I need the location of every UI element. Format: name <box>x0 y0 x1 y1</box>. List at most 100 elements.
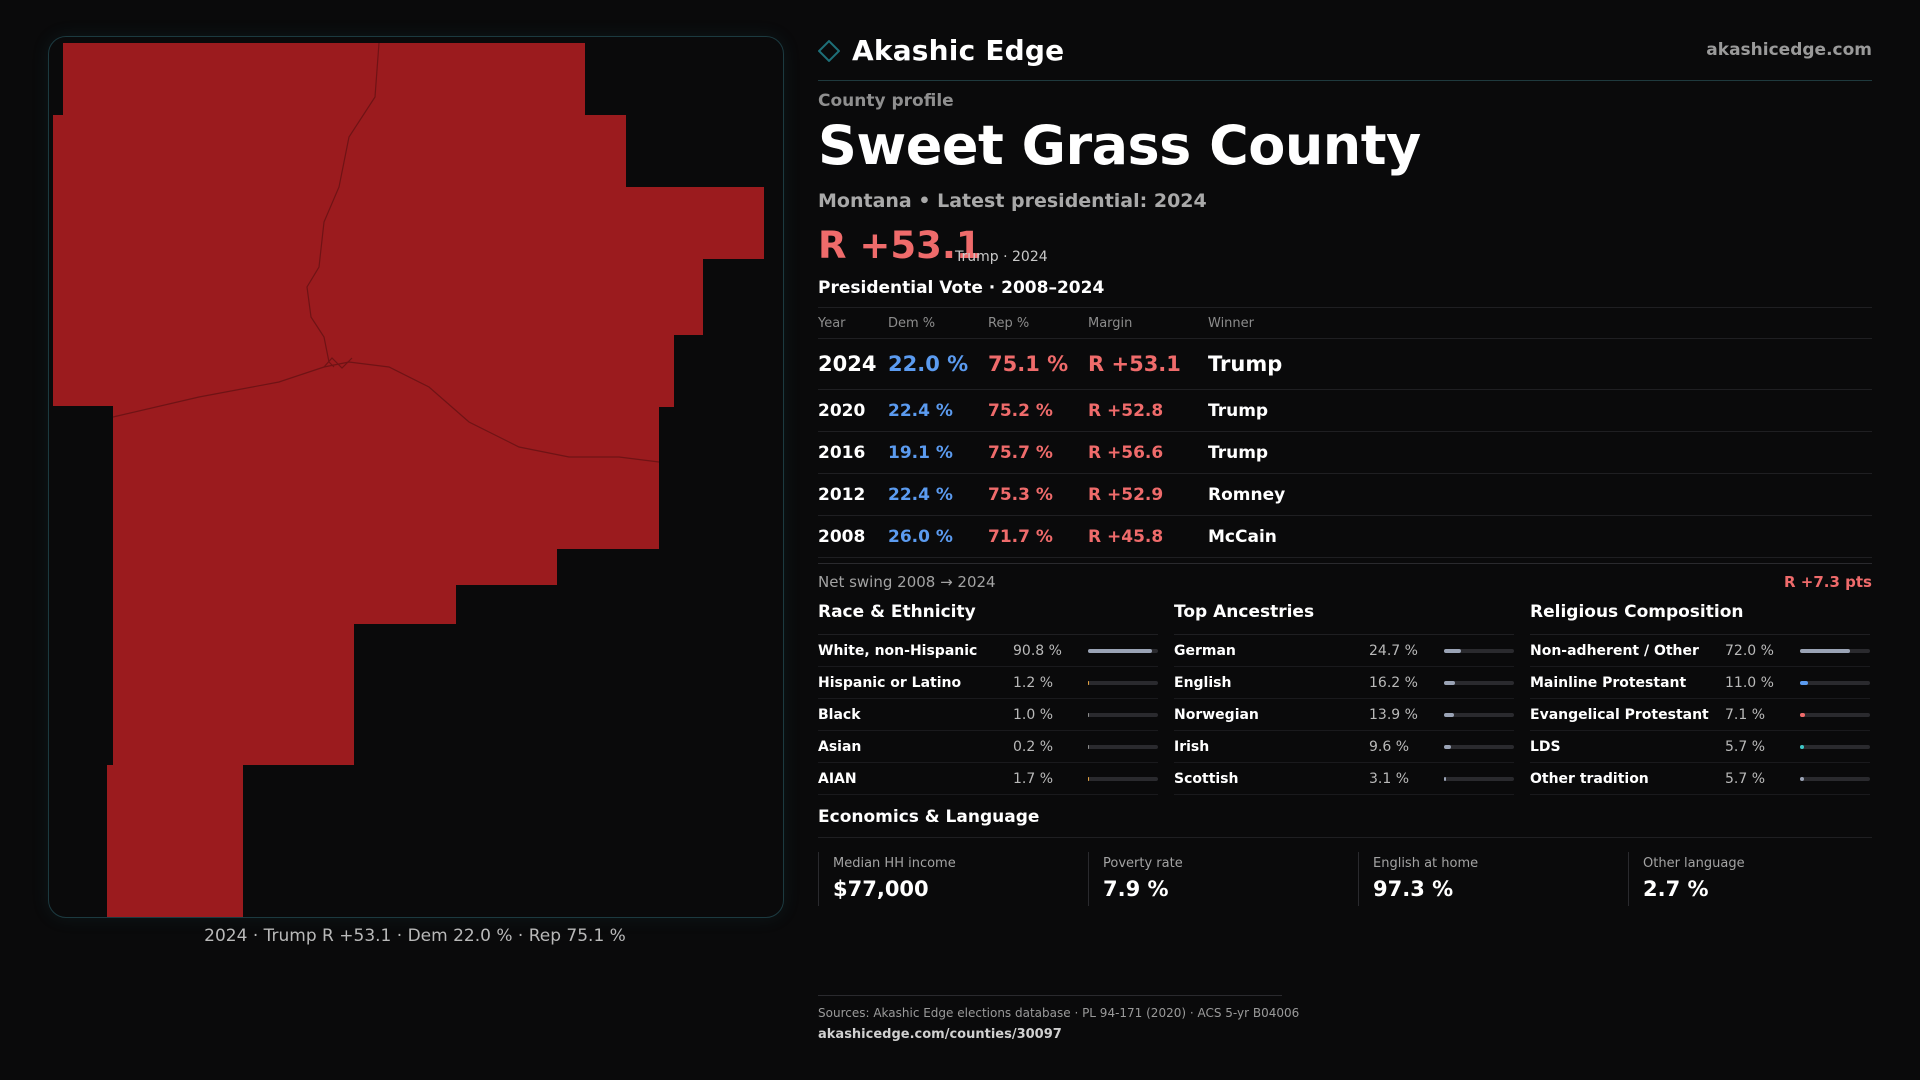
cell-rep: 75.3 % <box>988 484 1053 505</box>
demo-bar-track <box>1088 776 1158 781</box>
cell-year: 2008 <box>818 526 866 547</box>
header-divider <box>818 80 1872 81</box>
table-row: 2024 22.0 % 75.1 % R +53.1 Trump <box>818 339 1872 390</box>
demo-percent: 13.9 % <box>1369 706 1418 723</box>
demo-percent: 3.1 % <box>1369 770 1410 787</box>
cell-dem: 22.4 % <box>888 484 953 505</box>
econ-label: English at home <box>1373 856 1479 871</box>
econ-value: 2.7 % <box>1643 877 1709 901</box>
demo-bar-fill <box>1088 680 1090 685</box>
footer-url[interactable]: akashicedge.com/counties/30097 <box>818 1027 1062 1042</box>
econ-card-poverty: Poverty rate 7.9 % <box>1088 852 1353 906</box>
page-title: Sweet Grass County <box>818 114 1421 177</box>
econ-card-income: Median HH income $77,000 <box>818 852 1083 906</box>
demo-row: Black 1.0 % <box>818 699 1158 731</box>
econ-card-english: English at home 97.3 % <box>1358 852 1623 906</box>
demo-bar-fill <box>1800 680 1808 685</box>
cell-margin: R +56.6 <box>1088 442 1164 463</box>
race-section-title: Race & Ethnicity <box>818 602 976 622</box>
demo-bar-track <box>1088 744 1158 749</box>
demo-label: English <box>1174 674 1232 691</box>
county-map-svg <box>53 42 764 917</box>
demo-label: Black <box>818 706 861 723</box>
demo-bar-track <box>1088 680 1158 685</box>
cell-margin: R +53.1 <box>1088 352 1181 376</box>
demo-percent: 9.6 % <box>1369 738 1410 755</box>
demo-bar-fill <box>1800 744 1804 749</box>
demo-percent: 7.1 % <box>1725 706 1766 723</box>
econ-value: 97.3 % <box>1373 877 1454 901</box>
demo-percent: 5.7 % <box>1725 738 1766 755</box>
table-row: 2016 19.1 % 75.7 % R +56.6 Trump <box>818 432 1872 474</box>
table-row: 2020 22.4 % 75.2 % R +52.8 Trump <box>818 390 1872 432</box>
demo-bar-track <box>1444 776 1514 781</box>
cell-year: 2024 <box>818 352 877 376</box>
demo-label: Norwegian <box>1174 706 1259 723</box>
vote-section-title: Presidential Vote · 2008–2024 <box>818 278 1105 298</box>
demo-percent: 90.8 % <box>1013 642 1062 659</box>
profile-subtitle: Montana • Latest presidential: 2024 <box>818 190 1207 212</box>
demo-bar-track <box>1444 648 1514 653</box>
cell-dem: 26.0 % <box>888 526 953 547</box>
demo-row: Mainline Protestant 11.0 % <box>1530 667 1870 699</box>
demo-row: Hispanic or Latino 1.2 % <box>818 667 1158 699</box>
vote-table: Year Dem % Rep % Margin Winner 2024 22.0… <box>818 307 1872 558</box>
econ-label: Median HH income <box>833 856 956 871</box>
demo-label: AIAN <box>818 770 857 787</box>
section-divider <box>818 634 1158 635</box>
map-caption: 2024 · Trump R +53.1 · Dem 22.0 % · Rep … <box>204 926 626 946</box>
demo-bar-track <box>1444 680 1514 685</box>
cell-dem: 22.0 % <box>888 352 969 376</box>
subdivision-line <box>306 42 380 368</box>
demo-bar-fill <box>1088 776 1090 781</box>
demo-label: Scottish <box>1174 770 1239 787</box>
demo-label: Evangelical Protestant <box>1530 706 1709 723</box>
demo-row: Non-adherent / Other 72.0 % <box>1530 635 1870 667</box>
economics-section-title: Economics & Language <box>818 807 1040 827</box>
subdivision-line <box>112 361 660 463</box>
cell-margin: R +45.8 <box>1088 526 1164 547</box>
swing-label: Net swing 2008 → 2024 <box>818 573 996 591</box>
demo-row: Scottish 3.1 % <box>1174 763 1514 795</box>
demo-percent: 16.2 % <box>1369 674 1418 691</box>
demo-percent: 72.0 % <box>1725 642 1774 659</box>
demo-percent: 24.7 % <box>1369 642 1418 659</box>
site-link[interactable]: akashicedge.com <box>1706 40 1872 60</box>
swing-divider <box>818 563 1872 564</box>
county-map[interactable] <box>48 36 784 918</box>
demo-label: Other tradition <box>1530 770 1649 787</box>
demo-row: Evangelical Protestant 7.1 % <box>1530 699 1870 731</box>
cell-rep: 75.1 % <box>988 352 1069 376</box>
header-winner: Winner <box>1208 315 1255 331</box>
demo-percent: 1.2 % <box>1013 674 1054 691</box>
demo-percent: 11.0 % <box>1725 674 1774 691</box>
county-shape <box>53 43 764 917</box>
religion-section-title: Religious Composition <box>1530 602 1744 622</box>
demo-bar-track <box>1088 712 1158 717</box>
demo-bar-track <box>1444 712 1514 717</box>
demo-row: AIAN 1.7 % <box>818 763 1158 795</box>
demo-bar-fill <box>1444 648 1462 653</box>
cell-year: 2012 <box>818 484 866 505</box>
econ-card-other-language: Other language 2.7 % <box>1628 852 1893 906</box>
demo-label: LDS <box>1530 738 1561 755</box>
demo-bar-track <box>1800 744 1870 749</box>
ancestry-section-title: Top Ancestries <box>1174 602 1315 622</box>
demo-percent: 1.0 % <box>1013 706 1054 723</box>
religion-block: Religious Composition Non-adherent / Oth… <box>1530 602 1870 795</box>
diamond-logo-icon <box>818 39 840 62</box>
demo-bar-track <box>1444 744 1514 749</box>
demo-bar-fill <box>1444 776 1447 781</box>
header-year: Year <box>818 315 846 331</box>
brand[interactable]: Akashic Edge <box>818 34 1064 67</box>
demo-row: Irish 9.6 % <box>1174 731 1514 763</box>
subdivision-line <box>323 357 353 369</box>
headline-margin-detail: Trump · 2024 <box>955 249 1048 265</box>
demo-row: Other tradition 5.7 % <box>1530 763 1870 795</box>
demo-row: Norwegian 13.9 % <box>1174 699 1514 731</box>
demo-bar-fill <box>1800 712 1805 717</box>
demo-row: German 24.7 % <box>1174 635 1514 667</box>
section-divider <box>1174 634 1514 635</box>
econ-value: 7.9 % <box>1103 877 1169 901</box>
demo-percent: 1.7 % <box>1013 770 1054 787</box>
